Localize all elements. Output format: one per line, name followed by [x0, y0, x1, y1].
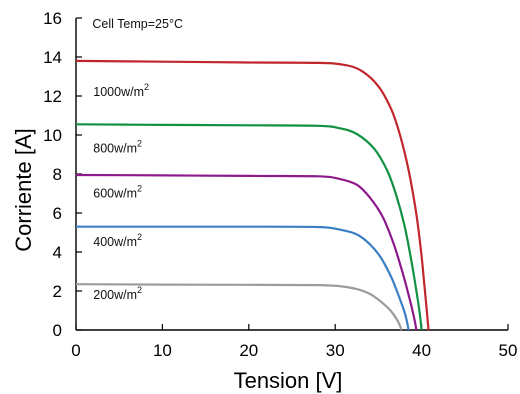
- series-label-0: 1000w/m2: [93, 82, 149, 99]
- axes: [76, 18, 508, 330]
- y-tick-label: 0: [53, 321, 62, 340]
- y-tick-label: 6: [53, 204, 62, 223]
- y-tick-label: 2: [53, 282, 62, 301]
- y-tick-label: 14: [43, 48, 62, 67]
- series-labels: 1000w/m2 800w/m2 600w/m2 400w/m2 200w/m2: [93, 82, 149, 302]
- y-tick-label: 12: [43, 87, 62, 106]
- series-label-1: 800w/m2: [93, 139, 142, 156]
- x-tick-label: 20: [239, 341, 258, 360]
- y-tick-label: 10: [43, 126, 62, 145]
- series-label-2: 600w/m2: [93, 183, 142, 200]
- series-label-3: 400w/m2: [93, 232, 142, 249]
- x-tick-label: 0: [71, 341, 80, 360]
- y-axis-title: Corriente [A]: [11, 128, 36, 252]
- x-tick-label: 30: [326, 341, 345, 360]
- x-tick-label: 40: [412, 341, 431, 360]
- x-tick-label: 10: [153, 341, 172, 360]
- x-tick-label: 50: [499, 341, 518, 360]
- y-tick-label: 4: [53, 243, 62, 262]
- cell-temp-annotation: Cell Temp=25°C: [92, 17, 183, 31]
- series-label-4: 200w/m2: [93, 285, 142, 302]
- y-tick-label: 8: [53, 165, 62, 184]
- x-axis-title: Tension [V]: [234, 368, 343, 393]
- y-tick-label: 16: [43, 9, 62, 28]
